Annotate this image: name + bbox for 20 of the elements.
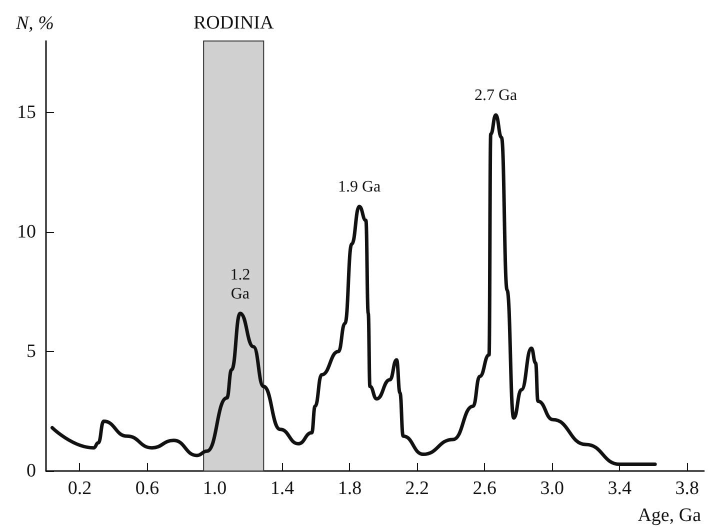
x-tick-label: 0.6 bbox=[135, 478, 160, 499]
x-tick-label: 0.2 bbox=[68, 478, 92, 499]
x-tick-label: 1.0 bbox=[202, 478, 227, 499]
x-tick-label: 2.2 bbox=[405, 478, 430, 499]
x-tick-label: 3.8 bbox=[675, 478, 700, 499]
annotation: 1.9 Ga bbox=[338, 178, 381, 196]
band-label: RODINIA bbox=[194, 12, 274, 34]
y-tick-label: 5 bbox=[26, 341, 36, 362]
y-tick-label: 15 bbox=[17, 102, 36, 124]
y-tick-label: 0 bbox=[26, 460, 36, 482]
x-tick-label: 3.4 bbox=[608, 478, 632, 499]
x-axis-title: Age, Ga bbox=[638, 505, 702, 526]
annotation: 2.7 Ga bbox=[474, 87, 518, 104]
x-tick-label: 1.4 bbox=[270, 478, 295, 499]
x-tick-label: 2.6 bbox=[472, 478, 497, 499]
x-tick-label: 3.0 bbox=[540, 478, 564, 499]
x-tick-label: 1.8 bbox=[338, 478, 362, 499]
y-axis-title: N, % bbox=[15, 13, 54, 34]
y-tick-label: 10 bbox=[17, 222, 36, 243]
annotation: 1.2 Ga bbox=[230, 266, 250, 302]
